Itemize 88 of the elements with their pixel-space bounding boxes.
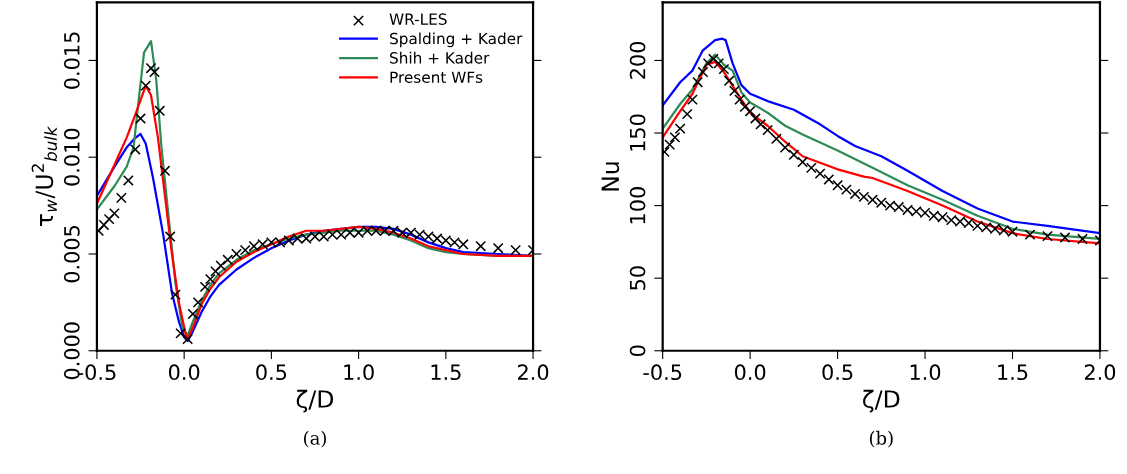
point bbox=[175, 327, 187, 339]
point bbox=[664, 139, 676, 151]
point bbox=[122, 175, 134, 186]
point bbox=[115, 192, 127, 204]
x-tick-label: 0.0 bbox=[168, 364, 200, 381]
point bbox=[510, 244, 522, 256]
point bbox=[832, 179, 844, 191]
y-tick-label: 0.005 bbox=[63, 225, 80, 283]
y-tick-label: 50 bbox=[629, 266, 646, 290]
point bbox=[728, 85, 740, 97]
point bbox=[805, 162, 817, 174]
point bbox=[762, 124, 774, 136]
point bbox=[98, 219, 110, 231]
point bbox=[823, 174, 835, 185]
point bbox=[135, 113, 146, 124]
point bbox=[475, 240, 487, 252]
point bbox=[1077, 233, 1088, 245]
point bbox=[840, 184, 852, 196]
point bbox=[108, 207, 120, 219]
point bbox=[723, 75, 735, 87]
legend-label: Spalding + Kader bbox=[390, 32, 523, 48]
point bbox=[697, 66, 709, 78]
point bbox=[164, 231, 176, 242]
point bbox=[674, 123, 686, 135]
y-axis-title: Nu bbox=[601, 162, 620, 191]
legend-label: Present WFs bbox=[390, 71, 483, 83]
x-tick-label: 1.0 bbox=[344, 364, 374, 381]
point bbox=[788, 149, 800, 161]
x-axis-title: ζ/D bbox=[863, 389, 900, 413]
x-tick-label: 0.5 bbox=[256, 364, 287, 381]
point bbox=[669, 131, 681, 143]
legend-label: WR-LES bbox=[389, 13, 447, 25]
x-tick-label: 2.0 bbox=[518, 364, 549, 381]
x-tick-label: 0.0 bbox=[734, 364, 766, 381]
point bbox=[204, 273, 216, 285]
point bbox=[718, 63, 730, 75]
point bbox=[755, 118, 767, 130]
point bbox=[187, 308, 199, 320]
point bbox=[199, 281, 211, 293]
y-tick-label: 150 bbox=[629, 114, 646, 151]
x-tick-label: 1.5 bbox=[998, 364, 1028, 381]
point bbox=[222, 254, 234, 266]
point bbox=[154, 105, 166, 117]
point bbox=[182, 333, 194, 345]
x-tick-label: 2.0 bbox=[1084, 364, 1116, 381]
point bbox=[1024, 229, 1036, 241]
point bbox=[145, 62, 157, 74]
legend-label: Shih + Kader bbox=[390, 51, 490, 64]
x-tick-label: -0.5 bbox=[643, 364, 682, 381]
point bbox=[1042, 230, 1053, 242]
point bbox=[734, 94, 746, 106]
y-tick-label: 0.015 bbox=[63, 32, 80, 89]
point bbox=[749, 113, 761, 124]
y-tick-label: 0 bbox=[629, 345, 646, 357]
y-tick-label: 0.010 bbox=[63, 128, 80, 186]
point bbox=[239, 244, 251, 256]
x-axis-title: ζ/D bbox=[296, 389, 334, 413]
y-axis-title: τ$_{w}$/U$^{2}$$_{bulk}$ bbox=[31, 126, 58, 227]
point bbox=[129, 144, 141, 155]
x-tick-label: 1.5 bbox=[431, 364, 461, 381]
line-series bbox=[96, 84, 534, 341]
point bbox=[686, 94, 698, 106]
point bbox=[1059, 232, 1071, 243]
point bbox=[231, 248, 242, 260]
point bbox=[681, 108, 693, 120]
point bbox=[739, 101, 751, 113]
y-tick-label: 200 bbox=[629, 41, 646, 79]
point bbox=[770, 133, 782, 145]
point bbox=[707, 53, 719, 65]
point bbox=[192, 296, 204, 308]
text: (a) bbox=[304, 430, 326, 448]
point bbox=[797, 156, 809, 168]
point bbox=[170, 289, 181, 301]
point bbox=[814, 168, 826, 180]
point bbox=[215, 260, 227, 272]
y-tick-label: 100 bbox=[629, 187, 646, 224]
point bbox=[140, 80, 152, 92]
point bbox=[779, 142, 791, 153]
text: (b) bbox=[869, 430, 893, 448]
x-tick-label: 0.5 bbox=[822, 364, 853, 381]
point bbox=[149, 66, 160, 78]
point bbox=[210, 265, 221, 277]
point bbox=[492, 242, 504, 254]
point bbox=[103, 213, 115, 225]
point bbox=[692, 76, 704, 88]
point bbox=[744, 105, 756, 117]
x-tick-label: 1.0 bbox=[910, 364, 941, 381]
point bbox=[159, 165, 171, 177]
